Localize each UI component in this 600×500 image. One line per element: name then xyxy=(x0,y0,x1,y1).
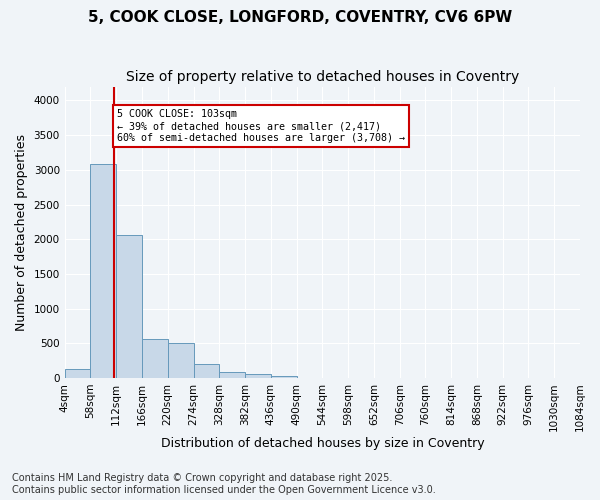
Bar xyxy=(271,376,296,378)
Bar xyxy=(116,235,142,378)
Text: Contains HM Land Registry data © Crown copyright and database right 2025.
Contai: Contains HM Land Registry data © Crown c… xyxy=(12,474,436,495)
Bar xyxy=(168,344,193,378)
Bar xyxy=(65,369,91,378)
Bar xyxy=(142,339,168,378)
Bar xyxy=(91,164,116,378)
Title: Size of property relative to detached houses in Coventry: Size of property relative to detached ho… xyxy=(126,70,519,84)
Y-axis label: Number of detached properties: Number of detached properties xyxy=(15,134,28,331)
Text: 5, COOK CLOSE, LONGFORD, COVENTRY, CV6 6PW: 5, COOK CLOSE, LONGFORD, COVENTRY, CV6 6… xyxy=(88,10,512,25)
Bar xyxy=(219,372,245,378)
Bar xyxy=(245,374,271,378)
X-axis label: Distribution of detached houses by size in Coventry: Distribution of detached houses by size … xyxy=(161,437,484,450)
Text: 5 COOK CLOSE: 103sqm
← 39% of detached houses are smaller (2,417)
60% of semi-de: 5 COOK CLOSE: 103sqm ← 39% of detached h… xyxy=(117,110,405,142)
Bar xyxy=(193,364,219,378)
